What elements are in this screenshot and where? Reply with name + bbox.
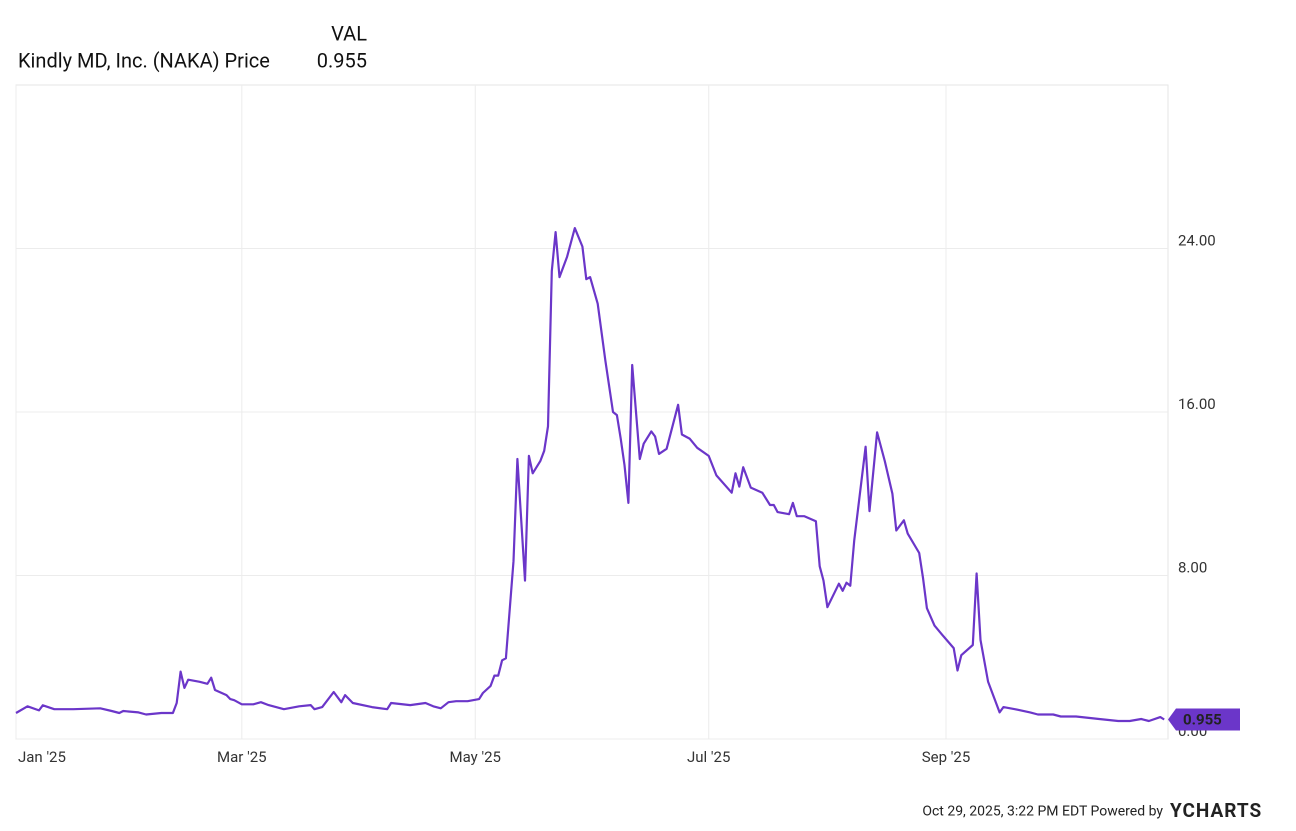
last-value-tag (1168, 708, 1240, 731)
last-value-label: 0.955 (1183, 710, 1222, 728)
x-tick-label: Mar '25 (217, 748, 267, 766)
x-tick-label: Jan '25 (18, 748, 66, 766)
footer: Oct 29, 2025, 3:22 PM EDT Powered by (922, 804, 1163, 820)
x-tick-label: Jul '25 (687, 748, 730, 766)
x-tick-label: Sep '25 (922, 748, 971, 766)
price-line (15, 227, 1165, 723)
header-value: 0.955 (317, 48, 367, 72)
y-tick-label: 16.00 (1178, 395, 1216, 413)
brand-logo: YCHARTS (1170, 799, 1262, 822)
header-label: VAL (331, 21, 367, 45)
y-tick-label: 24.00 (1178, 231, 1216, 249)
x-tick-label: May '25 (450, 748, 501, 766)
series-name: Kindly MD, Inc. (NAKA) Price (18, 48, 270, 72)
y-tick-label: 8.00 (1178, 558, 1207, 576)
